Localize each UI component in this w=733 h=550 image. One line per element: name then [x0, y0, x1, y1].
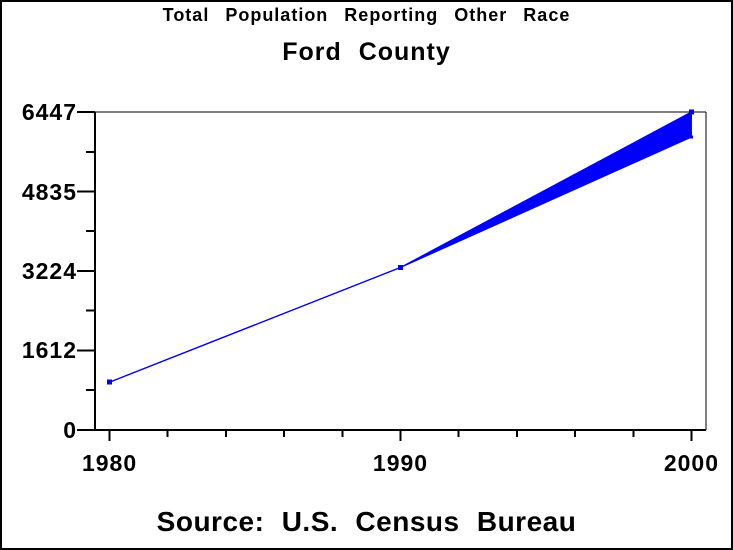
x-tick-label: 1990	[372, 450, 429, 476]
series-line-upper	[109, 111, 692, 383]
y-tick-label: 0	[63, 417, 77, 443]
y-tick-label: 6447	[21, 99, 77, 125]
x-tick-label: 2000	[663, 450, 720, 476]
data-point-marker	[688, 109, 694, 115]
source-note: Source: U.S. Census Bureau	[156, 506, 577, 537]
data-point-marker	[398, 264, 403, 270]
series-band	[109, 111, 692, 383]
y-tick-label: 1612	[21, 337, 77, 364]
chart-subtitle: Ford County	[282, 38, 451, 66]
y-tick-label: 4835	[21, 178, 77, 205]
y-tick-label: 3224	[21, 257, 77, 284]
data-series	[107, 109, 694, 385]
axis-ticks	[77, 111, 693, 441]
data-point-marker	[689, 135, 693, 139]
data-point-marker	[107, 379, 113, 385]
chart-title: Total Population Reporting Other Race	[162, 5, 571, 25]
x-tick-label: 1980	[81, 450, 138, 476]
